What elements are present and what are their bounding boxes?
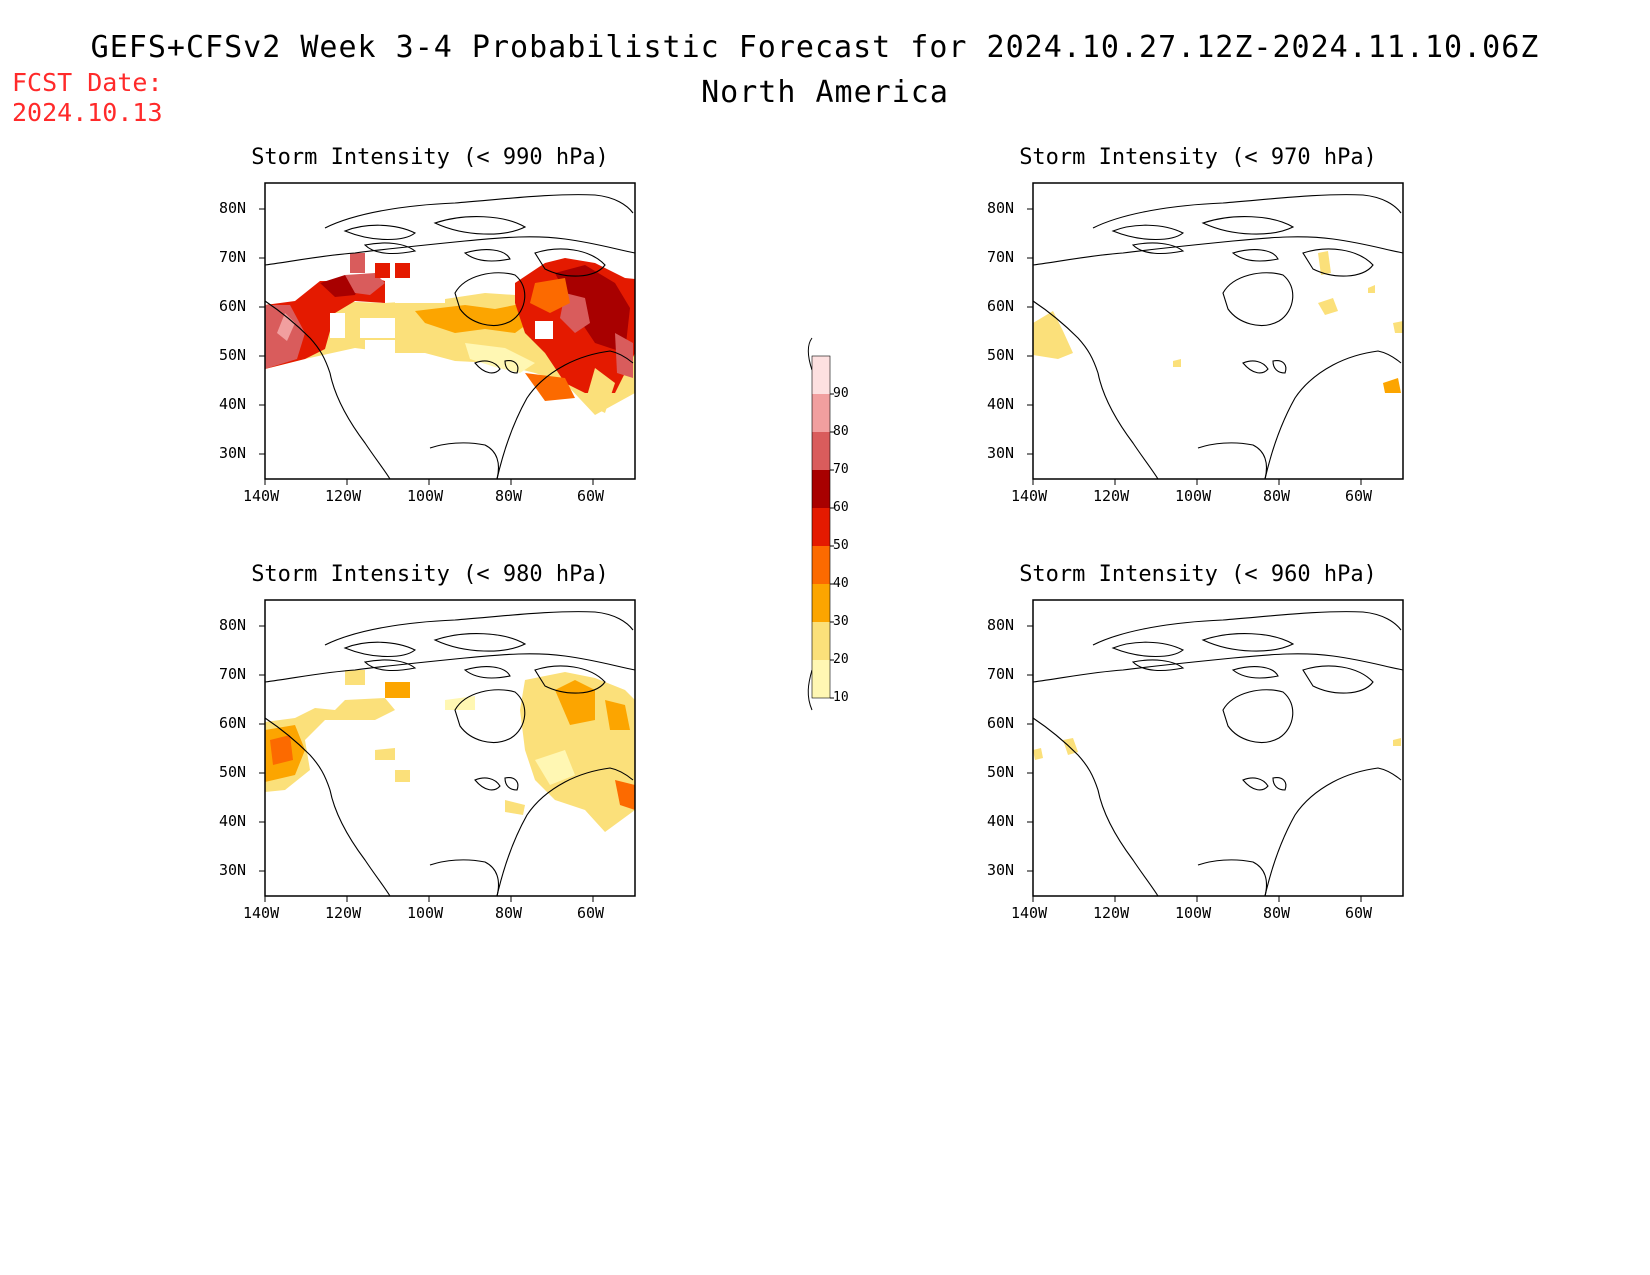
lon-label: 100W <box>407 904 444 922</box>
lat-label: 60N <box>987 714 1015 732</box>
forecast-date-label: FCST Date: <box>12 68 163 97</box>
lon-label: 80W <box>495 904 523 922</box>
panel-title: Storm Intensity (< 960 hPa) <box>1019 562 1377 587</box>
lat-label: 70N <box>987 665 1015 683</box>
colorbar-swatch <box>812 660 830 698</box>
lon-label: 60W <box>1345 904 1373 922</box>
panel-990: Storm Intensity (< 990 hPa) <box>195 145 665 505</box>
lat-label: 80N <box>219 616 247 634</box>
colorbar: 10 20 30 40 50 60 70 80 90 <box>800 330 860 750</box>
colorbar-swatch <box>812 508 830 546</box>
colorbar-label: 20 <box>833 652 849 667</box>
colorbar-label: 60 <box>833 500 849 515</box>
lon-label: 120W <box>325 487 362 505</box>
lon-label: 100W <box>1175 487 1212 505</box>
lon-label: 140W <box>243 487 280 505</box>
colorbar-frame <box>811 355 831 699</box>
lon-label: 60W <box>577 904 605 922</box>
lon-label: 60W <box>1345 487 1373 505</box>
map-frame: 80N 70N 60N 50N 40N 30N 140W 120W 100W 8… <box>987 182 1404 505</box>
colorbar-swatch <box>812 546 830 584</box>
lat-label: 70N <box>987 248 1015 266</box>
panel-960: Storm Intensity (< 960 hPa) <box>963 562 1433 922</box>
lat-label: 30N <box>987 444 1015 462</box>
lon-label: 140W <box>1011 904 1048 922</box>
colorbar-graphic <box>807 337 834 711</box>
lat-label: 80N <box>219 199 247 217</box>
colorbar-label: 30 <box>833 614 849 629</box>
colorbar-swatch <box>812 584 830 622</box>
map-plot <box>259 599 636 902</box>
colorbar-swatch <box>812 394 830 432</box>
lon-label: 120W <box>325 904 362 922</box>
colorbar-label: 40 <box>833 576 849 591</box>
colorbar-label: 80 <box>833 424 849 439</box>
lon-label: 120W <box>1093 904 1130 922</box>
panel-title: Storm Intensity (< 980 hPa) <box>251 562 609 587</box>
map-plot <box>1027 599 1404 902</box>
map-frame: 80N 70N 60N 50N 40N 30N 140W 120W 100W 8… <box>219 599 636 922</box>
lon-label: 80W <box>1263 904 1291 922</box>
lat-label: 70N <box>219 248 247 266</box>
lat-label: 50N <box>219 763 247 781</box>
lat-label: 50N <box>219 346 247 364</box>
lat-label: 40N <box>987 812 1015 830</box>
lat-label: 40N <box>219 812 247 830</box>
lon-label: 60W <box>577 487 605 505</box>
lat-label: 80N <box>987 616 1015 634</box>
colorbar-swatch <box>812 432 830 470</box>
lat-label: 50N <box>987 763 1015 781</box>
colorbar-swatch <box>812 356 830 394</box>
map-frame: 80N 70N 60N 50N 40N 30N 140W 120W 100W 8… <box>987 599 1404 922</box>
lon-label: 100W <box>1175 904 1212 922</box>
map-frame: 80N 70N 60N 50N 40N 30N 140W 120W 100W 8… <box>219 182 636 505</box>
colorbar-label: 90 <box>833 386 849 401</box>
colorbar-label: 10 <box>833 690 849 705</box>
colorbar-swatch <box>812 622 830 660</box>
figure-subtitle: North America <box>701 75 949 110</box>
lon-label: 120W <box>1093 487 1130 505</box>
colorbar-label: 70 <box>833 462 849 477</box>
lat-label: 80N <box>987 199 1015 217</box>
lon-label: 100W <box>407 487 444 505</box>
lon-label: 80W <box>495 487 523 505</box>
lat-label: 30N <box>987 861 1015 879</box>
panel-970: Storm Intensity (< 970 hPa) <box>963 145 1433 505</box>
lat-label: 40N <box>219 395 247 413</box>
colorbar-label: 50 <box>833 538 849 553</box>
lat-label: 70N <box>219 665 247 683</box>
lat-label: 60N <box>219 714 247 732</box>
lat-label: 50N <box>987 346 1015 364</box>
lat-label: 60N <box>219 297 247 315</box>
lon-label: 140W <box>243 904 280 922</box>
map-plot <box>1027 182 1404 485</box>
map-plot <box>259 182 636 485</box>
lat-label: 30N <box>219 444 247 462</box>
figure-title: GEFS+CFSv2 Week 3-4 Probabilistic Foreca… <box>90 30 1540 65</box>
lat-label: 60N <box>987 297 1015 315</box>
lon-label: 140W <box>1011 487 1048 505</box>
forecast-date-value: 2024.10.13 <box>12 98 163 127</box>
panel-title: Storm Intensity (< 970 hPa) <box>1019 145 1377 170</box>
lat-label: 30N <box>219 861 247 879</box>
lat-label: 40N <box>987 395 1015 413</box>
panel-980: Storm Intensity (< 980 hPa) <box>195 562 665 922</box>
panel-title: Storm Intensity (< 990 hPa) <box>251 145 609 170</box>
colorbar-swatch <box>812 470 830 508</box>
lon-label: 80W <box>1263 487 1291 505</box>
